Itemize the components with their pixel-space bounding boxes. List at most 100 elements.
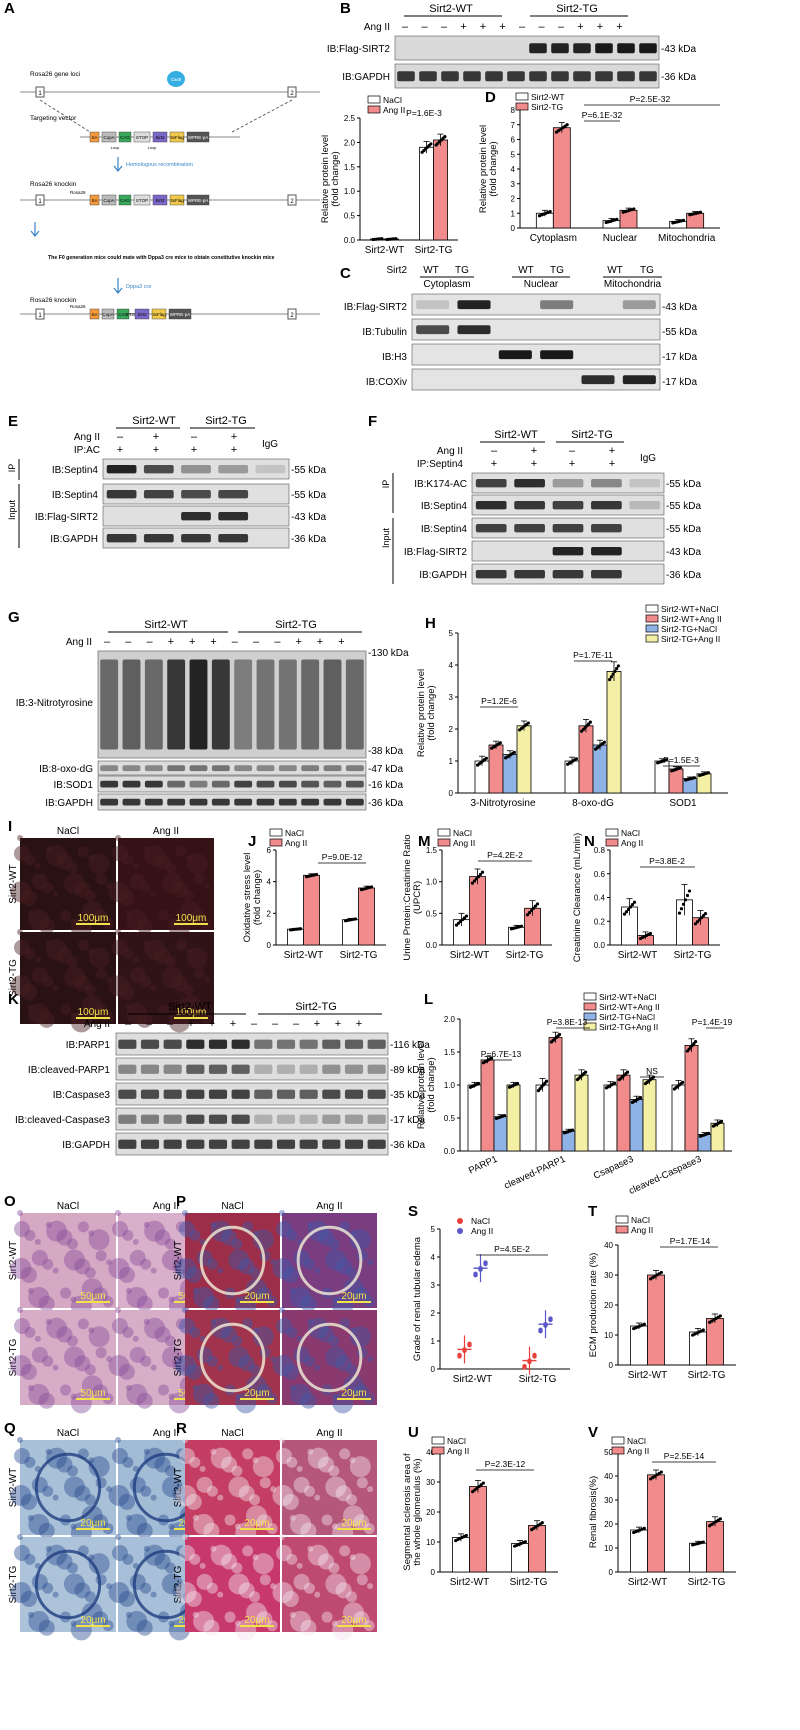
tissue-texture [228, 1346, 250, 1368]
tissue-texture [172, 1485, 189, 1502]
data-point [479, 1483, 483, 1487]
data-point [540, 1521, 544, 1525]
scale-label: 20μm [341, 1615, 366, 1626]
tissue-texture [92, 1384, 109, 1401]
tissue-texture [27, 910, 34, 917]
panel-letter: T [588, 1203, 597, 1220]
tissue-texture [328, 1562, 340, 1574]
blot-band [276, 1089, 296, 1099]
blot-band [143, 490, 174, 499]
category-label: Sirt2-WT [628, 1577, 667, 1588]
bar [689, 1542, 707, 1573]
tissue-texture [193, 873, 205, 885]
data-point [478, 872, 483, 877]
tissue-texture [70, 1392, 92, 1414]
column-label: TG [640, 265, 654, 276]
tissue-texture [325, 1346, 347, 1368]
tissue-texture [143, 1448, 150, 1455]
tissue-texture [46, 1544, 68, 1566]
tissue-texture [122, 948, 134, 960]
blot-band [234, 798, 253, 806]
legend-entry: Sirt2-TG+Ang II [599, 1022, 658, 1032]
treatment-sign: – [125, 1018, 132, 1030]
legend-swatch [515, 92, 529, 101]
blot-band [255, 465, 286, 474]
data-point [622, 912, 627, 916]
group-label: Sirt2-WT [144, 619, 188, 631]
kda-label: -47 kDa [368, 764, 403, 775]
tissue-texture [88, 1327, 95, 1334]
tissue-texture [28, 1383, 50, 1405]
y-tick-label: 2 [267, 909, 272, 918]
blot-band [639, 43, 657, 54]
y-tick-label: 20 [604, 1301, 613, 1310]
column-header: NaCl [221, 1428, 243, 1439]
data-point [548, 1316, 553, 1321]
tissue-texture [272, 1485, 294, 1507]
blot-band [189, 798, 208, 806]
legend-entry: Sirt2-TG+Ang II [661, 634, 720, 644]
step-label: Dppa3 cre [126, 284, 151, 290]
panel-letter: Q [4, 1420, 16, 1437]
blot-band [122, 780, 141, 788]
p-value-label: P=4.2E-2 [487, 850, 523, 860]
tissue-texture [46, 845, 68, 867]
treatment-sign: – [293, 1018, 300, 1030]
blot-band [256, 765, 275, 772]
blot-frame [394, 63, 660, 89]
tissue-texture [144, 939, 166, 961]
step-label: The F0 generation mice could mate with D… [48, 255, 275, 261]
treatment-sign: + [231, 444, 237, 456]
tissue-texture [206, 1582, 218, 1594]
tissue-texture [74, 881, 91, 898]
p-value-label: P=1.7E-11 [573, 650, 613, 660]
tissue-texture [45, 940, 52, 947]
panel-letter: S [408, 1203, 418, 1220]
side-label: Input [7, 499, 17, 520]
tissue-texture [132, 862, 139, 869]
tissue-texture [307, 1318, 314, 1325]
bar [467, 1084, 482, 1152]
blot-frame [115, 1057, 389, 1081]
legend-entry: Ang II [621, 838, 643, 848]
micrograph: 100μm [10, 835, 116, 939]
scale-label: 20μm [341, 1518, 366, 1529]
tissue-texture [217, 1267, 224, 1274]
tissue-texture [144, 1447, 166, 1469]
tissue-texture [279, 1534, 285, 1540]
scale-label: 100μm [78, 1007, 109, 1018]
kda-label: -55 kDa [291, 490, 326, 501]
treatment-sign: + [295, 636, 301, 648]
construct-element [118, 194, 132, 206]
tissue-texture [63, 966, 85, 988]
tissue-texture [122, 1229, 134, 1241]
tissue-texture [70, 1011, 92, 1033]
tissue-texture [20, 1590, 37, 1607]
tissue-texture [282, 1363, 299, 1380]
tissue-texture [210, 1221, 217, 1228]
blot-label: IB:Flag-SIRT2 [344, 302, 408, 313]
tissue-texture [168, 918, 175, 925]
tissue-texture [193, 1383, 215, 1405]
tissue-texture [46, 939, 68, 961]
tissue-texture [129, 1249, 146, 1266]
blot-band [231, 1114, 250, 1124]
tissue-texture [256, 1384, 273, 1401]
tissue-texture [199, 1465, 206, 1472]
group-label: Sirt2-TG [571, 429, 613, 441]
tissue-texture [66, 1335, 78, 1347]
arrow-icon [113, 157, 123, 172]
tissue-texture [45, 1318, 52, 1325]
tissue-texture [106, 976, 113, 983]
blot-label: IB:8-oxo-dG [39, 764, 93, 775]
tissue-texture [140, 976, 152, 988]
data-point [632, 207, 636, 211]
data-point [474, 877, 479, 881]
tissue-texture [290, 1610, 312, 1632]
tissue-texture [132, 1335, 139, 1342]
tissue-texture [335, 1582, 352, 1599]
bar [303, 874, 320, 946]
micrograph-bg [282, 1440, 377, 1535]
kda-label: -43 kDa [662, 302, 697, 313]
data-point [574, 757, 578, 761]
